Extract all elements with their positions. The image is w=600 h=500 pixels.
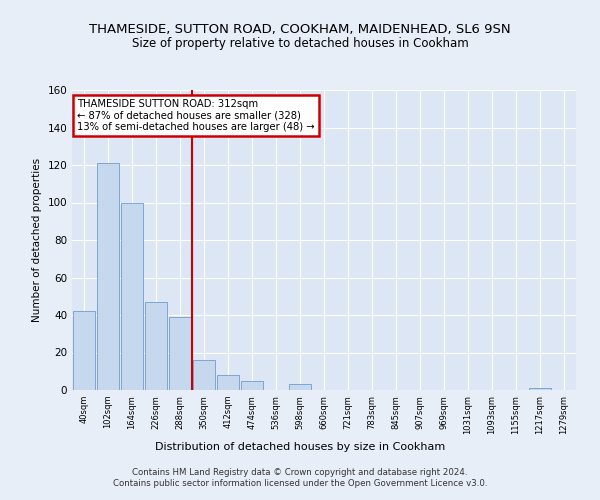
- Bar: [289, 384, 311, 390]
- Text: Contains HM Land Registry data © Crown copyright and database right 2024.
Contai: Contains HM Land Registry data © Crown c…: [113, 468, 487, 487]
- Bar: [217, 375, 239, 390]
- Bar: [169, 317, 191, 390]
- Bar: [241, 380, 263, 390]
- Text: THAMESIDE, SUTTON ROAD, COOKHAM, MAIDENHEAD, SL6 9SN: THAMESIDE, SUTTON ROAD, COOKHAM, MAIDENH…: [89, 22, 511, 36]
- Bar: [121, 202, 143, 390]
- Bar: [529, 388, 551, 390]
- Text: Distribution of detached houses by size in Cookham: Distribution of detached houses by size …: [155, 442, 445, 452]
- Bar: [73, 311, 95, 390]
- Bar: [145, 302, 167, 390]
- Bar: [97, 163, 119, 390]
- Y-axis label: Number of detached properties: Number of detached properties: [32, 158, 42, 322]
- Bar: [193, 360, 215, 390]
- Text: Size of property relative to detached houses in Cookham: Size of property relative to detached ho…: [131, 38, 469, 51]
- Text: THAMESIDE SUTTON ROAD: 312sqm
← 87% of detached houses are smaller (328)
13% of : THAMESIDE SUTTON ROAD: 312sqm ← 87% of d…: [77, 99, 314, 132]
